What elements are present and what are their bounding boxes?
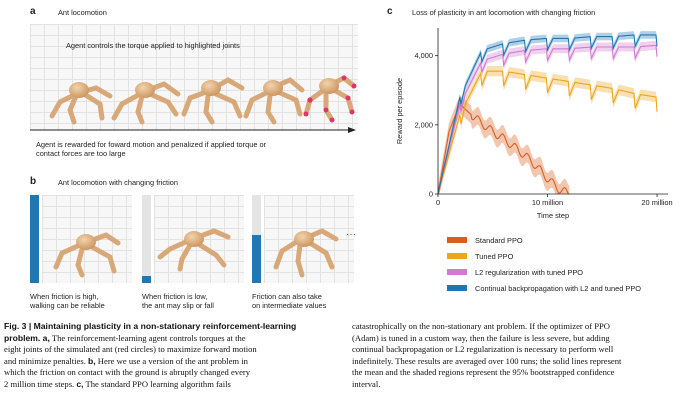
series-line-3: [437, 44, 658, 195]
panel-a-top-text: Agent controls the torque applied to hig…: [66, 41, 240, 50]
panel-b-label: b: [30, 176, 37, 187]
ant-locomotion-scene: [30, 24, 358, 130]
ant-sequence-illustration: [30, 75, 357, 133]
friction-caption-mid-1: Friction can also take: [252, 292, 322, 301]
caption-line: (Adam) is tuned in a custom way, then th…: [352, 332, 610, 343]
legend-label: Continual backpropagation with L2 and tu…: [475, 283, 641, 293]
x-tick-label: 0: [436, 198, 440, 207]
legend-label: L2 regularization with tuned PPO: [475, 267, 584, 277]
caption-text: and minimize penalties.: [4, 355, 89, 366]
panel-a-bottom-text-1: Agent is rewarded for foward motion and …: [36, 140, 267, 149]
caption-bold: c,: [76, 378, 84, 389]
chart-title: Loss of plasticity in ant locomotion wit…: [412, 8, 596, 17]
legend-swatch: [447, 269, 467, 275]
caption-text: which the friction on contact with the g…: [4, 367, 251, 377]
caption-text: eight joints of the simulated ant (red c…: [4, 344, 257, 354]
legend-item-standard-ppo: Standard PPO: [447, 235, 523, 245]
caption-line: catastrophically on the non-stationary a…: [352, 321, 610, 331]
chart-axes: 0 2,000 4,000 0 10 million 20 million Time ste…: [395, 28, 673, 220]
friction-caption-mid-2: on intermediate values: [252, 301, 327, 310]
panel-b-title: Ant locomotion with changing friction: [58, 178, 178, 187]
ant-body: [135, 82, 155, 98]
series-line-4: [437, 34, 658, 195]
caption-text: Here we use a version of the ant problem…: [95, 355, 248, 366]
y-tick-label: 2,000: [415, 120, 434, 129]
forward-arrow-head: [348, 127, 356, 133]
caption-line: interval.: [352, 378, 381, 389]
friction-level-bar-low: [142, 195, 151, 283]
figure-caption-left: Fig. 3 | Maintaining plasticity in a non…: [4, 321, 344, 390]
legend-label: Standard PPO: [475, 235, 523, 245]
friction-level-fill: [252, 234, 261, 283]
panel-a-label: a: [30, 6, 36, 17]
ant-figure: [181, 77, 245, 125]
friction-ant-illustrations: [53, 228, 339, 278]
ant-body: [76, 234, 96, 250]
caption-bold: problem. a,: [4, 332, 50, 343]
y-axis-label: Reward per episode: [395, 78, 404, 144]
ant-body: [319, 78, 339, 94]
friction-caption-high-1: When friction is high,: [30, 292, 99, 301]
ant-figure: [157, 228, 231, 272]
confidence-band-1: [438, 95, 570, 194]
ant-figure: [49, 85, 113, 125]
panel-a-title: Ant locomotion: [58, 8, 107, 17]
legend-item-tuned-ppo: Tuned PPO: [447, 251, 513, 261]
series-line-2: [437, 70, 658, 195]
friction-level-bar-high: [30, 195, 39, 283]
y-tick-label: 0: [429, 190, 433, 199]
caption-bold: b,: [88, 355, 96, 366]
friction-caption-high-2: walking can be reliable: [30, 301, 105, 310]
x-axis-label: Time step: [537, 211, 569, 220]
caption-text: 2 million time steps.: [4, 378, 77, 389]
friction-level-fill: [142, 275, 151, 283]
x-tick-label: 10 million: [532, 198, 563, 207]
panel-c-label: c: [387, 6, 393, 17]
caption-text: The reinforcement-learning agent control…: [49, 332, 246, 343]
friction-level-fill: [30, 195, 39, 283]
legend-swatch: [447, 285, 467, 291]
figure-caption-right: catastrophically on the non-stationary a…: [352, 321, 688, 390]
legend-item-l2: L2 regularization with tuned PPO: [447, 267, 583, 277]
legend-swatch: [447, 237, 467, 243]
legend-swatch: [447, 253, 467, 259]
ellipsis: ···: [346, 229, 356, 240]
panel-a-bottom-text-2: contact forces are too large: [36, 149, 126, 158]
friction-caption-low-1: When friction is low,: [142, 292, 208, 301]
ant-figure: [111, 81, 181, 125]
reward-chart: 0 2,000 4,000 0 10 million 20 million Time ste…: [395, 28, 673, 220]
ant-body: [294, 231, 314, 247]
friction-caption-low-2: the ant may slip or fall: [142, 301, 214, 310]
ant-body: [201, 80, 221, 96]
ant-figure: [243, 77, 305, 125]
caption-line: indefinitely. These results are averaged…: [352, 355, 622, 366]
y-tick-label: 4,000: [415, 51, 434, 60]
x-tick-label: 20 million: [641, 198, 672, 207]
legend-label: Tuned PPO: [475, 251, 514, 261]
series-lines: [437, 34, 658, 195]
legend-item-continual-backprop: Continual backpropagation with L2 and tu…: [447, 283, 641, 293]
highlighted-joints: [303, 75, 357, 123]
ant-body: [184, 231, 204, 247]
caption-title: Fig. 3 | Maintaining plasticity in a non…: [4, 321, 297, 331]
ant-body: [69, 82, 89, 98]
ant-figure: [273, 228, 339, 278]
ant-body: [263, 80, 283, 96]
ant-figure: [53, 232, 121, 278]
caption-line: the mean and the shaded regions represen…: [352, 367, 615, 377]
caption-text: The standard PPO learning algorithm fail…: [83, 378, 231, 389]
friction-level-bar-intermediate: [252, 195, 261, 283]
caption-line: continual backpropagation or L2 regulari…: [352, 344, 614, 354]
